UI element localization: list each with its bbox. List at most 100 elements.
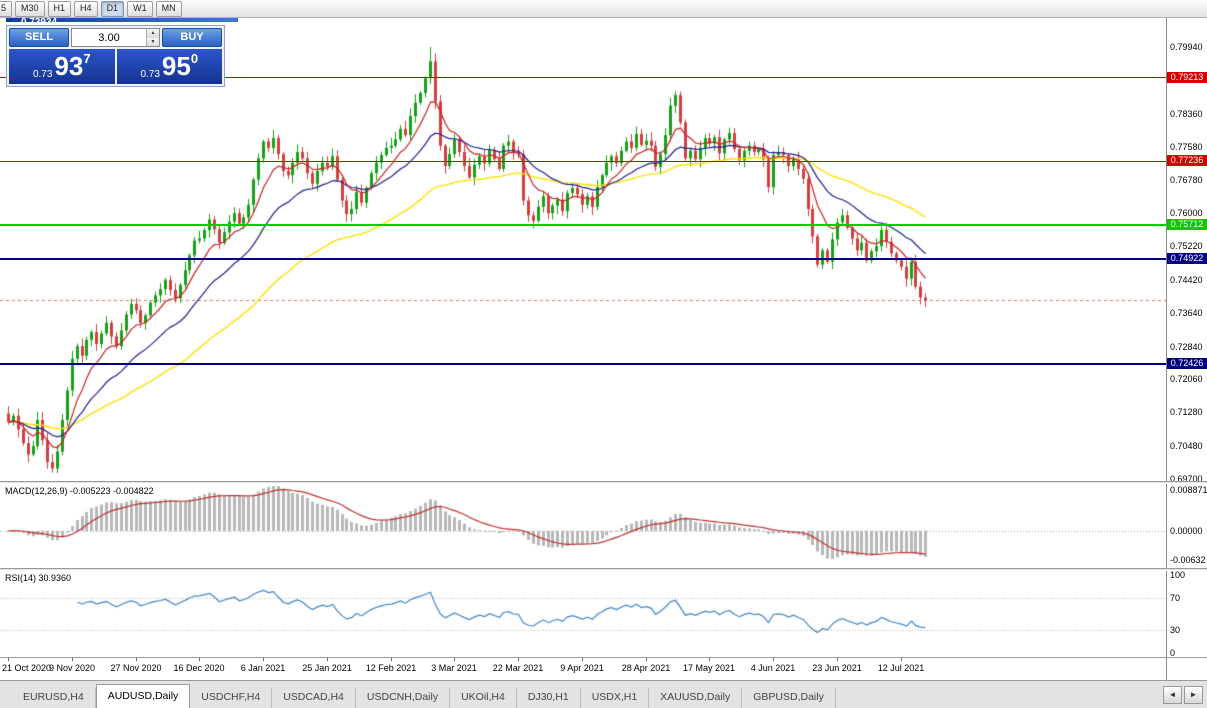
price-axis-label: 0.72060	[1170, 374, 1203, 385]
macd-label: MACD(12,26,9) -0.005223 -0.004822	[5, 486, 154, 496]
rsi-label: RSI(14) 30.9360	[5, 573, 72, 583]
date-tick	[263, 658, 264, 661]
price-axis[interactable]: 0.799400.791600.783600.775800.767800.760…	[1166, 18, 1207, 484]
date-tick	[199, 658, 200, 661]
volume-up-icon[interactable]: ▲	[147, 29, 159, 38]
chart-tab-bar: EURUSD,H4 AUDUSD,Daily USDCHF,H4 USDCAD,H4 U…	[0, 680, 1207, 708]
rsi-axis-label: 0	[1170, 648, 1176, 658]
timeframe-m30-button[interactable]: M30	[15, 0, 45, 17]
hline-support-blue-1[interactable]	[0, 257, 1166, 260]
sell-price-big: 93	[54, 51, 84, 81]
hline-resistance-2[interactable]	[0, 160, 1166, 162]
tab-usdcnh-daily[interactable]: USDCNH,Daily	[356, 688, 451, 708]
date-label: 9 Apr 2021	[560, 663, 604, 673]
chart-tabs: EURUSD,H4 AUDUSD,Daily USDCHF,H4 USDCAD,H4 U…	[12, 684, 836, 708]
price-axis-label: 0.75220	[1170, 241, 1203, 252]
volume-down-icon[interactable]: ▼	[147, 37, 159, 46]
time-axis[interactable]: 21 Oct 2020 9 Nov 2020 27 Nov 2020 16 Dec 2…	[0, 657, 1166, 680]
date-label: 12 Jul 2021	[877, 663, 925, 673]
hline-resistance-1[interactable]	[0, 77, 1166, 79]
tab-scroll-right-icon[interactable]: ►	[1184, 686, 1203, 704]
timeframe-toolbar: 5 M30 H1 H4 D1 W1 MN	[0, 0, 1207, 18]
tab-eurusd-h4[interactable]: EURUSD,H4	[12, 688, 96, 708]
buy-price-sup: 0	[190, 51, 199, 66]
date-tick	[773, 658, 774, 661]
volume-spinner: ▲ ▼	[146, 29, 159, 46]
tab-dj30-h1[interactable]: DJ30,H1	[517, 688, 581, 708]
candlestick-chart-canvas[interactable]	[0, 18, 1166, 481]
buy-button[interactable]: BUY	[162, 28, 222, 47]
rsi-axis-label: 100	[1170, 570, 1186, 580]
date-label: 3 Mar 2021	[431, 663, 477, 673]
timeframe-5-button[interactable]: 5	[0, 0, 13, 17]
volume-field: ▲ ▼	[71, 28, 160, 47]
date-label: 23 Jun 2021	[812, 663, 862, 673]
date-tick	[454, 658, 455, 661]
rsi-axis-label: 70	[1170, 593, 1181, 604]
date-tick	[327, 658, 328, 661]
rsi-axis: 100 70 30 0	[1166, 570, 1207, 658]
macd-axis-label: -0.00632	[1170, 555, 1206, 565]
tab-audusd-daily[interactable]: AUDUSD,Daily	[95, 684, 191, 708]
tab-xauusd-daily[interactable]: XAUUSD,Daily	[649, 688, 743, 708]
sell-price-sup: 7	[83, 51, 91, 66]
one-click-trading-panel: SELL ▲ ▼ BUY 0.73 93 7 0.73 95 0	[6, 25, 225, 87]
hline-price-label-support-green: 0.75712	[1167, 219, 1207, 231]
volume-input[interactable]	[72, 29, 146, 46]
tab-usdx-h1[interactable]: USDX,H1	[581, 688, 650, 708]
date-tick	[901, 658, 902, 661]
timeframe-mn-button[interactable]: MN	[155, 0, 182, 17]
timeframe-w1-button[interactable]: W1	[127, 0, 153, 17]
pane-splitter[interactable]	[0, 481, 1207, 484]
rsi-canvas[interactable]	[0, 571, 1166, 657]
sell-button[interactable]: SELL	[9, 28, 69, 47]
timeframe-h4-button[interactable]: H4	[74, 0, 98, 17]
price-axis-label: 0.71280	[1170, 407, 1203, 418]
main-chart-pane[interactable]	[0, 18, 1166, 481]
timeframe-buttons: 5 M30 H1 H4 D1 W1 MN	[0, 0, 182, 17]
date-label: 16 Dec 2020	[173, 663, 225, 673]
macd-axis-label: 0.008871	[1170, 485, 1207, 495]
sell-price-base: 0.73	[32, 69, 53, 80]
timeframe-d1-button[interactable]: D1	[100, 0, 125, 17]
buy-price-big: 95	[161, 51, 191, 81]
date-tick	[391, 658, 392, 661]
date-tick	[837, 658, 838, 661]
pane-splitter[interactable]	[0, 568, 1207, 571]
price-axis-label: 0.74420	[1170, 274, 1203, 285]
buy-price-base: 0.73	[140, 69, 160, 80]
tab-gbpusd-daily[interactable]: GBPUSD,Daily	[742, 688, 836, 708]
buy-price-display[interactable]: 0.73 95 0	[116, 49, 222, 84]
hline-support-blue-2[interactable]	[0, 362, 1166, 365]
macd-pane[interactable]: MACD(12,26,9) -0.005223 -0.004822	[0, 484, 1166, 568]
date-label: 9 Nov 2020	[48, 663, 96, 673]
axis-corner	[1166, 657, 1207, 680]
date-label: 12 Feb 2021	[365, 663, 417, 673]
date-tick	[8, 658, 9, 661]
rsi-pane[interactable]: RSI(14) 30.9360	[0, 571, 1166, 657]
tab-usdcad-h4[interactable]: USDCAD,H4	[272, 688, 356, 708]
tab-scroll-left-icon[interactable]: ◄	[1163, 686, 1182, 704]
timeframe-h1-button[interactable]: H1	[47, 0, 72, 17]
macd-canvas[interactable]	[0, 484, 1166, 568]
date-label: 22 Mar 2021	[492, 663, 544, 673]
tab-ukoil-h4[interactable]: UKOil,H4	[450, 688, 517, 708]
price-axis-label: 0.69700	[1170, 474, 1203, 484]
hline-price-label-resistance-2: 0.77236	[1167, 155, 1207, 167]
price-axis-label: 0.79940	[1170, 42, 1203, 52]
price-axis-label: 0.76780	[1170, 175, 1203, 186]
date-label: 21 Oct 2020	[2, 663, 52, 673]
price-axis-label: 0.77580	[1170, 141, 1203, 152]
hline-support-green[interactable]	[0, 224, 1166, 227]
price-axis-label: 0.72840	[1170, 341, 1203, 352]
sell-price-display[interactable]: 0.73 93 7	[9, 49, 115, 84]
date-tick	[136, 658, 137, 661]
date-label: 6 Jan 2021	[240, 663, 286, 673]
macd-axis-label: 0.00000	[1170, 525, 1203, 536]
tab-usdchf-h4[interactable]: USDCHF,H4	[190, 688, 273, 708]
rsi-axis-label: 30	[1170, 624, 1181, 635]
price-axis-label: 0.78360	[1170, 108, 1203, 119]
date-label: 27 Nov 2020	[110, 663, 162, 673]
macd-axis: 0.008871 0.00000 -0.00632	[1166, 484, 1207, 568]
